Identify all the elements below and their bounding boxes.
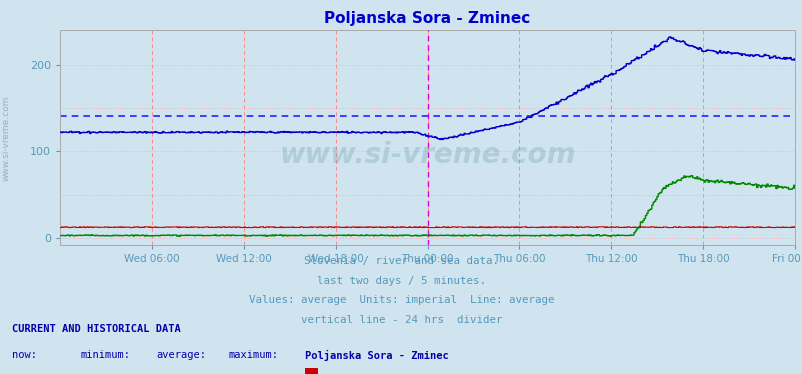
Title: Poljanska Sora - Zminec: Poljanska Sora - Zminec	[324, 11, 530, 26]
Text: now:: now:	[12, 350, 37, 361]
Text: Values: average  Units: imperial  Line: average: Values: average Units: imperial Line: av…	[249, 295, 553, 305]
Text: vertical line - 24 hrs  divider: vertical line - 24 hrs divider	[301, 315, 501, 325]
Text: www.si-vreme.com: www.si-vreme.com	[2, 96, 11, 181]
Text: maximum:: maximum:	[229, 350, 278, 361]
Text: last two days / 5 minutes.: last two days / 5 minutes.	[317, 276, 485, 286]
Text: CURRENT AND HISTORICAL DATA: CURRENT AND HISTORICAL DATA	[12, 324, 180, 334]
Text: Poljanska Sora - Zminec: Poljanska Sora - Zminec	[305, 350, 448, 361]
Text: average:: average:	[156, 350, 206, 361]
Text: www.si-vreme.com: www.si-vreme.com	[279, 141, 575, 169]
Text: minimum:: minimum:	[80, 350, 130, 361]
Text: Slovenia / river and sea data.: Slovenia / river and sea data.	[304, 256, 498, 266]
